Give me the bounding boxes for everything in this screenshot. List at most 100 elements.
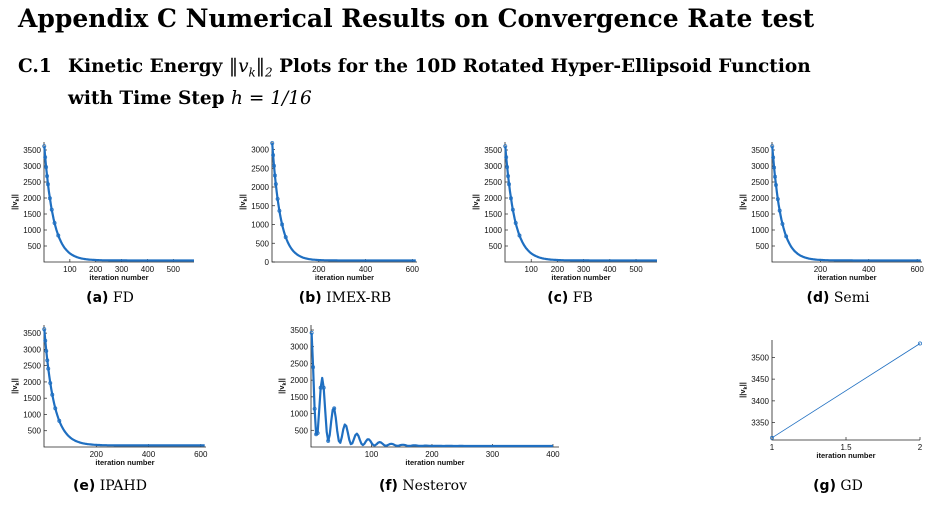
data-point xyxy=(311,365,316,370)
y-tick-label: 3350 xyxy=(751,419,769,428)
caption-label: (g) xyxy=(813,478,836,494)
y-tick-label: 3500 xyxy=(751,353,769,362)
y-tick-label: 500 xyxy=(489,242,503,251)
x-tick-label: 2 xyxy=(918,443,923,452)
y-tick-label: 3500 xyxy=(23,329,41,338)
chart-d-svg: 500 1000 1500 2000 2500 3000 3500 200 400 600 iter… xyxy=(738,142,924,282)
caption-c: (c) FB xyxy=(547,290,593,306)
x-axis-label: iteration number xyxy=(95,458,154,467)
caption-label: (a) xyxy=(86,290,109,306)
section-title-part3: with Time Step xyxy=(68,87,232,109)
data-point xyxy=(275,196,280,201)
y-tick-label: 3500 xyxy=(484,146,502,155)
y-tick-label: 3000 xyxy=(23,162,41,171)
x-tick-label: 500 xyxy=(629,265,643,274)
data-point xyxy=(509,196,513,201)
y-tick-label: 2000 xyxy=(23,194,41,203)
caption-text: Nesterov xyxy=(397,478,468,494)
x-tick-label: 400 xyxy=(142,450,156,459)
x-tick-label: 600 xyxy=(194,450,208,459)
y-tick-label: 2500 xyxy=(290,359,308,368)
caption-label: (b) xyxy=(298,290,322,306)
chart-g: 3350 3400 3450 3500 1 1.5 2 iteration number ||v… xyxy=(738,340,923,464)
data-point xyxy=(46,366,51,371)
caption-label: (e) xyxy=(73,478,96,494)
data-point xyxy=(46,182,50,187)
y-tick-label: 3000 xyxy=(251,146,269,155)
data-point xyxy=(315,431,320,435)
x-tick-label: 300 xyxy=(115,265,129,274)
y-tick-label: 1500 xyxy=(484,210,502,219)
x-axis-label: iteration number xyxy=(816,451,875,460)
y-tick-label: 3000 xyxy=(484,162,502,171)
x-tick-label: 1.5 xyxy=(840,443,852,452)
x-tick-label: 400 xyxy=(359,265,373,274)
data-point xyxy=(309,330,314,335)
y-tick-label: 2500 xyxy=(23,178,41,187)
chart-c-svg: 500 1000 1500 2000 2500 3000 3500 100 200 300 400 5… xyxy=(471,142,658,282)
chart-c: 500 1000 1500 2000 2500 3000 3500 100 200 300 400 5… xyxy=(471,142,658,286)
y-tick-label: 2500 xyxy=(751,178,769,187)
series-line xyxy=(271,143,416,262)
y-tick-label: 1000 xyxy=(484,226,502,235)
chart-f-axes xyxy=(310,325,559,448)
data-point xyxy=(505,165,510,170)
data-point xyxy=(48,381,53,385)
data-point xyxy=(770,435,774,440)
chart-a-svg: 500 1000 1500 2000 2500 3000 3500 100 200 300 400 5… xyxy=(10,142,195,282)
y-axis-label: ||vk|| xyxy=(238,194,249,210)
data-point xyxy=(42,327,47,332)
section-title-math: ‖vk‖2 xyxy=(228,56,273,80)
data-point xyxy=(777,208,782,213)
y-tick-label: 2500 xyxy=(251,164,269,173)
data-point xyxy=(332,406,337,411)
y-tick-label: 1500 xyxy=(23,210,41,219)
caption-text: IPAHD xyxy=(95,478,147,494)
chart-f-svg: 500 1000 1500 2000 2500 3000 3500 100 200 300 400 i… xyxy=(277,325,560,467)
series-line xyxy=(43,329,205,447)
series-line xyxy=(504,146,658,262)
y-tick-label: 2000 xyxy=(484,194,502,203)
y-tick-label: 2000 xyxy=(751,194,769,203)
caption-label: (c) xyxy=(547,290,569,306)
data-point xyxy=(918,341,922,346)
y-axis-label: ||vk|| xyxy=(738,382,749,398)
series-line xyxy=(771,146,921,262)
y-tick-label: 3000 xyxy=(751,162,769,171)
data-point xyxy=(270,141,275,146)
x-axis-label: iteration number xyxy=(551,273,610,282)
data-point xyxy=(772,165,777,170)
series-line xyxy=(43,146,195,262)
x-tick-label: 400 xyxy=(546,450,560,459)
x-tick-label: 600 xyxy=(910,265,924,274)
y-tick-label: 2000 xyxy=(23,378,41,387)
x-tick-label: 200 xyxy=(814,265,828,274)
y-tick-label: 1000 xyxy=(23,226,41,235)
y-tick-label: 0 xyxy=(265,258,270,267)
data-point xyxy=(45,174,50,179)
y-tick-label: 1000 xyxy=(751,226,769,235)
caption-label: (f) xyxy=(378,478,398,494)
data-point xyxy=(43,155,48,160)
chart-b: 0 500 1000 1500 2000 2500 3000 200 400 600 iterati… xyxy=(238,141,420,286)
y-tick-label: 2000 xyxy=(251,183,269,192)
y-tick-label: 1500 xyxy=(23,394,41,403)
y-tick-label: 1500 xyxy=(751,210,769,219)
data-point xyxy=(773,174,777,179)
caption-f: (f) Nesterov xyxy=(379,478,467,494)
x-tick-label: 1 xyxy=(770,443,775,452)
data-point xyxy=(312,406,317,411)
y-tick-label: 3450 xyxy=(751,375,769,384)
data-point xyxy=(506,174,511,179)
caption-e: (e) IPAHD xyxy=(73,478,147,494)
series-line xyxy=(771,343,921,439)
y-tick-label: 3000 xyxy=(23,345,41,354)
y-tick-label: 500 xyxy=(256,239,270,248)
section-title-part1: Kinetic Energy xyxy=(68,56,229,77)
y-tick-label: 3000 xyxy=(290,343,308,352)
x-axis-label: iteration number xyxy=(817,273,876,282)
x-tick-label: 100 xyxy=(63,265,77,274)
data-point xyxy=(49,207,54,212)
chart-d: 500 1000 1500 2000 2500 3000 3500 200 400 600 iter… xyxy=(738,142,924,286)
x-tick-label: 100 xyxy=(365,450,379,459)
